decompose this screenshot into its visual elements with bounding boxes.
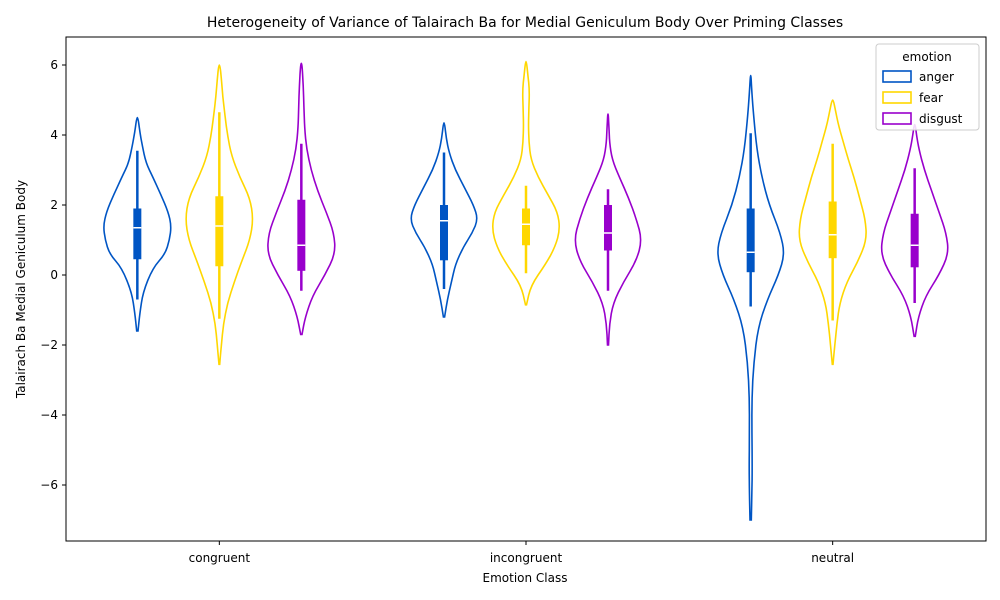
violin-anger-congruent: [103, 116, 172, 332]
violin-disgust-congruent: [267, 62, 336, 336]
x-tick-label-congruent: congruent: [189, 551, 251, 565]
legend-swatch-fear: [882, 91, 912, 104]
violin-anger-incongruent: [410, 121, 478, 318]
chart-title: Heterogeneity of Variance of Talairach B…: [207, 15, 843, 31]
legend-label-anger: anger: [919, 70, 954, 84]
x-tick-label-incongruent: incongruent: [490, 551, 563, 565]
violin-fear-neutral: [798, 99, 867, 366]
legend-box: [875, 43, 980, 131]
violin-fear-congruent: [185, 64, 254, 366]
legend-title: emotion: [902, 50, 951, 64]
y-axis-label: Talairach Ba Medial Geniculum Body: [14, 180, 28, 399]
y-tick-label--6: −6: [40, 478, 58, 492]
legend-label-disgust: disgust: [919, 112, 963, 126]
y-tick-label-2: 2: [50, 198, 58, 212]
x-axis: congruent incongruent neutral: [189, 541, 854, 565]
iqr-box-anger-incongruent: [440, 205, 448, 261]
y-axis: −6 −4 −2 0 2 4 6: [40, 58, 66, 492]
legend: emotion anger fear disgust: [875, 43, 980, 131]
violin-anger-neutral: [717, 74, 785, 521]
iqr-box-anger-neutral: [746, 208, 755, 273]
violin-disgust-incongruent: [574, 113, 642, 346]
iqr-box-fear-neutral: [828, 201, 837, 259]
legend-swatch-disgust: [882, 112, 912, 125]
iqr-box-disgust-neutral: [910, 213, 919, 268]
iqr-box-anger-congruent: [133, 208, 142, 260]
y-tick-label-0: 0: [50, 268, 58, 282]
legend-label-fear: fear: [919, 91, 943, 105]
y-tick-label-4: 4: [50, 128, 58, 142]
y-tick-label--4: −4: [40, 408, 58, 422]
y-tick-label--2: −2: [40, 338, 58, 352]
x-axis-label: Emotion Class: [483, 571, 568, 585]
iqr-box-fear-congruent: [215, 196, 224, 267]
iqr-box-fear-incongruent: [522, 208, 530, 246]
plot-area: [103, 60, 949, 521]
violin-fear-incongruent: [492, 60, 560, 306]
iqr-box-disgust-incongruent: [604, 205, 612, 251]
x-tick-label-neutral: neutral: [811, 551, 854, 565]
iqr-box-disgust-congruent: [297, 199, 306, 271]
legend-swatch-anger: [882, 70, 912, 83]
y-tick-label-6: 6: [50, 58, 58, 72]
